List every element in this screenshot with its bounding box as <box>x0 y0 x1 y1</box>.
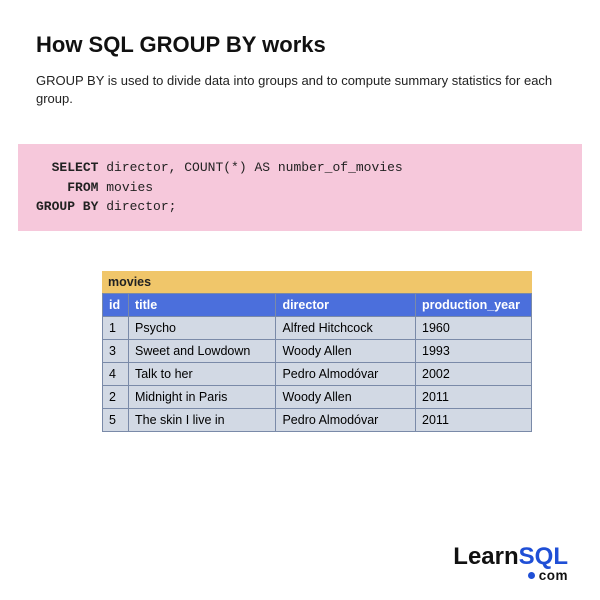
table-cell: Midnight in Paris <box>128 385 275 408</box>
table-cell: 1993 <box>416 339 532 362</box>
logo-learn-text: Learn <box>453 543 518 570</box>
table-row: 1PsychoAlfred Hitchcock1960 <box>103 316 532 339</box>
table-cell: 2002 <box>416 362 532 385</box>
table-cell: 2011 <box>416 408 532 431</box>
column-header: production_year <box>416 293 532 316</box>
sql-code-block: SELECT director, COUNT(*) AS number_of_m… <box>18 144 582 231</box>
table-cell: Alfred Hitchcock <box>276 316 416 339</box>
brand-logo: LearnSQL com <box>453 545 568 583</box>
table-cell: 1960 <box>416 316 532 339</box>
logo-sql-text: SQL <box>519 543 568 570</box>
table-row: 2Midnight in ParisWoody Allen2011 <box>103 385 532 408</box>
table-row: 3Sweet and LowdownWoody Allen1993 <box>103 339 532 362</box>
table-cell: Psycho <box>128 316 275 339</box>
table-title: movies <box>102 271 532 293</box>
movies-table-container: movies idtitledirectorproduction_year1Ps… <box>102 271 532 432</box>
table-cell: 2 <box>103 385 129 408</box>
column-header: director <box>276 293 416 316</box>
table-row: 4Talk to herPedro Almodóvar2002 <box>103 362 532 385</box>
table-cell: Sweet and Lowdown <box>128 339 275 362</box>
column-header: id <box>103 293 129 316</box>
table-cell: 3 <box>103 339 129 362</box>
table-cell: Pedro Almodóvar <box>276 362 416 385</box>
logo-dot-icon <box>528 572 535 579</box>
table-cell: Pedro Almodóvar <box>276 408 416 431</box>
logo-com-text: com <box>539 568 568 583</box>
table-cell: 5 <box>103 408 129 431</box>
table-cell: Talk to her <box>128 362 275 385</box>
page-title: How SQL GROUP BY works <box>36 32 564 58</box>
table-cell: 4 <box>103 362 129 385</box>
table-row: 5The skin I live inPedro Almodóvar2011 <box>103 408 532 431</box>
table-cell: Woody Allen <box>276 385 416 408</box>
table-cell: 1 <box>103 316 129 339</box>
page-subtitle: GROUP BY is used to divide data into gro… <box>36 72 564 108</box>
table-cell: Woody Allen <box>276 339 416 362</box>
table-cell: 2011 <box>416 385 532 408</box>
movies-table: idtitledirectorproduction_year1PsychoAlf… <box>102 293 532 432</box>
column-header: title <box>128 293 275 316</box>
table-cell: The skin I live in <box>128 408 275 431</box>
